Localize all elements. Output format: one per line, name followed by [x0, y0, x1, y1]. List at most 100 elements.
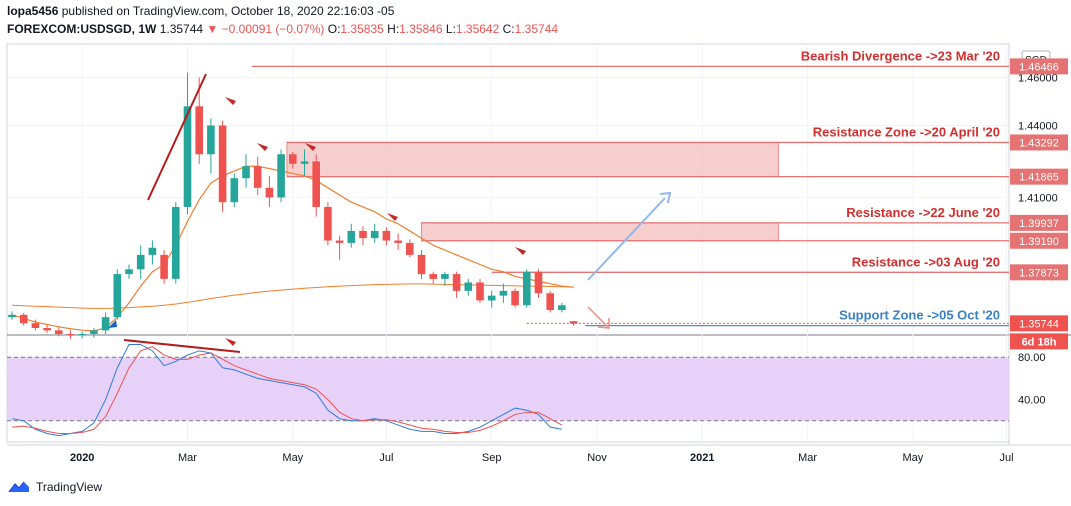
- countdown-value: 6d 18h: [1022, 336, 1057, 348]
- candle-body: [160, 254, 168, 279]
- projection-arrowhead-down-icon: [597, 318, 610, 329]
- candle-body: [230, 178, 239, 203]
- price-tag-1: [1010, 134, 1068, 151]
- time-tick-label: Jul: [999, 452, 1013, 464]
- candle-body: [429, 274, 437, 279]
- time-tick-label: Jul: [379, 452, 393, 464]
- candle-body: [195, 106, 203, 155]
- sell-signal-icon: [225, 338, 236, 346]
- candle-body: [394, 240, 402, 243]
- candle-body: [452, 274, 461, 291]
- level-label-1: Resistance Zone ->20 April '20: [813, 124, 1000, 139]
- projection-arrow-up: [587, 197, 666, 281]
- candle-body: [277, 154, 285, 198]
- resistance-zone-0: [286, 141, 779, 178]
- time-tick-label: Sep: [482, 452, 502, 464]
- stochastic-d-line: [11, 346, 563, 435]
- buy-signal-icon: [108, 320, 117, 328]
- price-tag-value-0: 1.46466: [1019, 61, 1059, 73]
- candle-body: [113, 274, 122, 318]
- author-name[interactable]: lopa5456: [7, 4, 59, 18]
- time-tick-label: 2020: [70, 452, 94, 464]
- resistance-zone-1: [421, 222, 779, 242]
- price-tick-label: 1.46000: [1018, 73, 1058, 85]
- brand-footer[interactable]: TradingView: [8, 480, 102, 494]
- brand-name: TradingView: [36, 480, 103, 494]
- candle-body: [382, 230, 391, 241]
- sell-signal-icon: [515, 247, 526, 255]
- candle-body: [417, 254, 426, 275]
- candle-body: [66, 334, 75, 336]
- candle-body: [300, 161, 309, 164]
- candle-body: [499, 290, 508, 296]
- candle-body: [312, 161, 320, 207]
- candle-body: [476, 282, 484, 301]
- high-value: 1.35846: [399, 22, 443, 36]
- open-label: O:: [327, 22, 341, 36]
- high-label: H:: [387, 22, 400, 36]
- candle-body: [441, 274, 449, 279]
- sell-signal-icon: [387, 213, 398, 221]
- candle-body: [335, 240, 344, 243]
- candle-body: [487, 295, 496, 301]
- candle-body: [172, 206, 180, 279]
- sell-signal-icon: [257, 143, 268, 151]
- publish-date: published on TradingView.com, October 18…: [61, 4, 395, 18]
- low-value: 1.35642: [455, 22, 500, 36]
- candle-body: [253, 166, 262, 188]
- candle-body: [511, 290, 519, 306]
- level-label-0: Bearish Divergence ->23 Mar '20: [801, 48, 1000, 63]
- symbol-name[interactable]: FOREXCOM:USDSGD, 1W: [7, 22, 157, 36]
- candle-body: [218, 125, 227, 203]
- candle-body: [406, 242, 414, 255]
- price-tag-0: [1010, 58, 1068, 75]
- candle-body: [8, 314, 16, 318]
- price-tag-6: [1010, 315, 1068, 332]
- projection-arrowhead-up-icon: [659, 191, 672, 204]
- symbol-info: FOREXCOM:USDSGD, 1W 1.35744 ▼ −0.00091 (…: [7, 22, 558, 36]
- candle-body: [125, 269, 133, 275]
- price-tag-value-4: 1.39190: [1019, 236, 1059, 248]
- candle-body: [101, 317, 110, 331]
- candle-body: [523, 271, 531, 306]
- oscillator-tick-label: 80.00: [1018, 352, 1046, 364]
- candle-body: [347, 230, 356, 243]
- candle-body: [464, 282, 473, 291]
- candle-body: [534, 271, 543, 294]
- candle-body: [90, 330, 98, 334]
- level-label-5: Resistance ->03 Aug '20: [852, 254, 1000, 269]
- candle-body: [78, 334, 86, 336]
- price-tick-label: 1.41000: [1018, 192, 1058, 204]
- price-tag-value-1: 1.43292: [1019, 137, 1059, 149]
- candle-body: [55, 330, 63, 334]
- candle-body: [558, 305, 566, 311]
- projection-arrow-down: [587, 306, 609, 328]
- price-tag-4: [1010, 232, 1068, 249]
- candle-body: [183, 106, 192, 207]
- oscillator-tick-label: 40.00: [1018, 395, 1046, 407]
- price-tag-5: [1010, 264, 1068, 281]
- price-tick-label: 1.44000: [1018, 120, 1058, 132]
- tradingview-logo-icon: [8, 481, 29, 493]
- candle-body: [569, 321, 578, 324]
- time-tick-label: May: [282, 452, 303, 464]
- candle-body: [43, 328, 51, 331]
- candle-body: [242, 166, 250, 179]
- countdown-tag: [1010, 333, 1068, 350]
- publish-info: lopa5456 published on TradingView.com, O…: [7, 4, 394, 18]
- time-tick-label: Nov: [587, 452, 607, 464]
- candle-body: [324, 206, 332, 241]
- candle-body: [148, 247, 157, 255]
- price-tag-2: [1010, 168, 1068, 185]
- candle-body: [370, 230, 379, 239]
- price-tag-value-2: 1.41865: [1019, 172, 1059, 184]
- price-tag-value-5: 1.37873: [1019, 267, 1059, 279]
- time-tick-label: May: [903, 452, 924, 464]
- level-label-3: Resistance ->22 June '20: [846, 205, 1000, 220]
- last-price: 1.35744: [159, 22, 204, 36]
- candle-body: [19, 314, 28, 324]
- time-tick-label: Mar: [798, 452, 817, 464]
- price-tag-value-3: 1.39937: [1019, 218, 1059, 230]
- level-label-7: Support Zone ->05 Oct '20: [839, 308, 1000, 323]
